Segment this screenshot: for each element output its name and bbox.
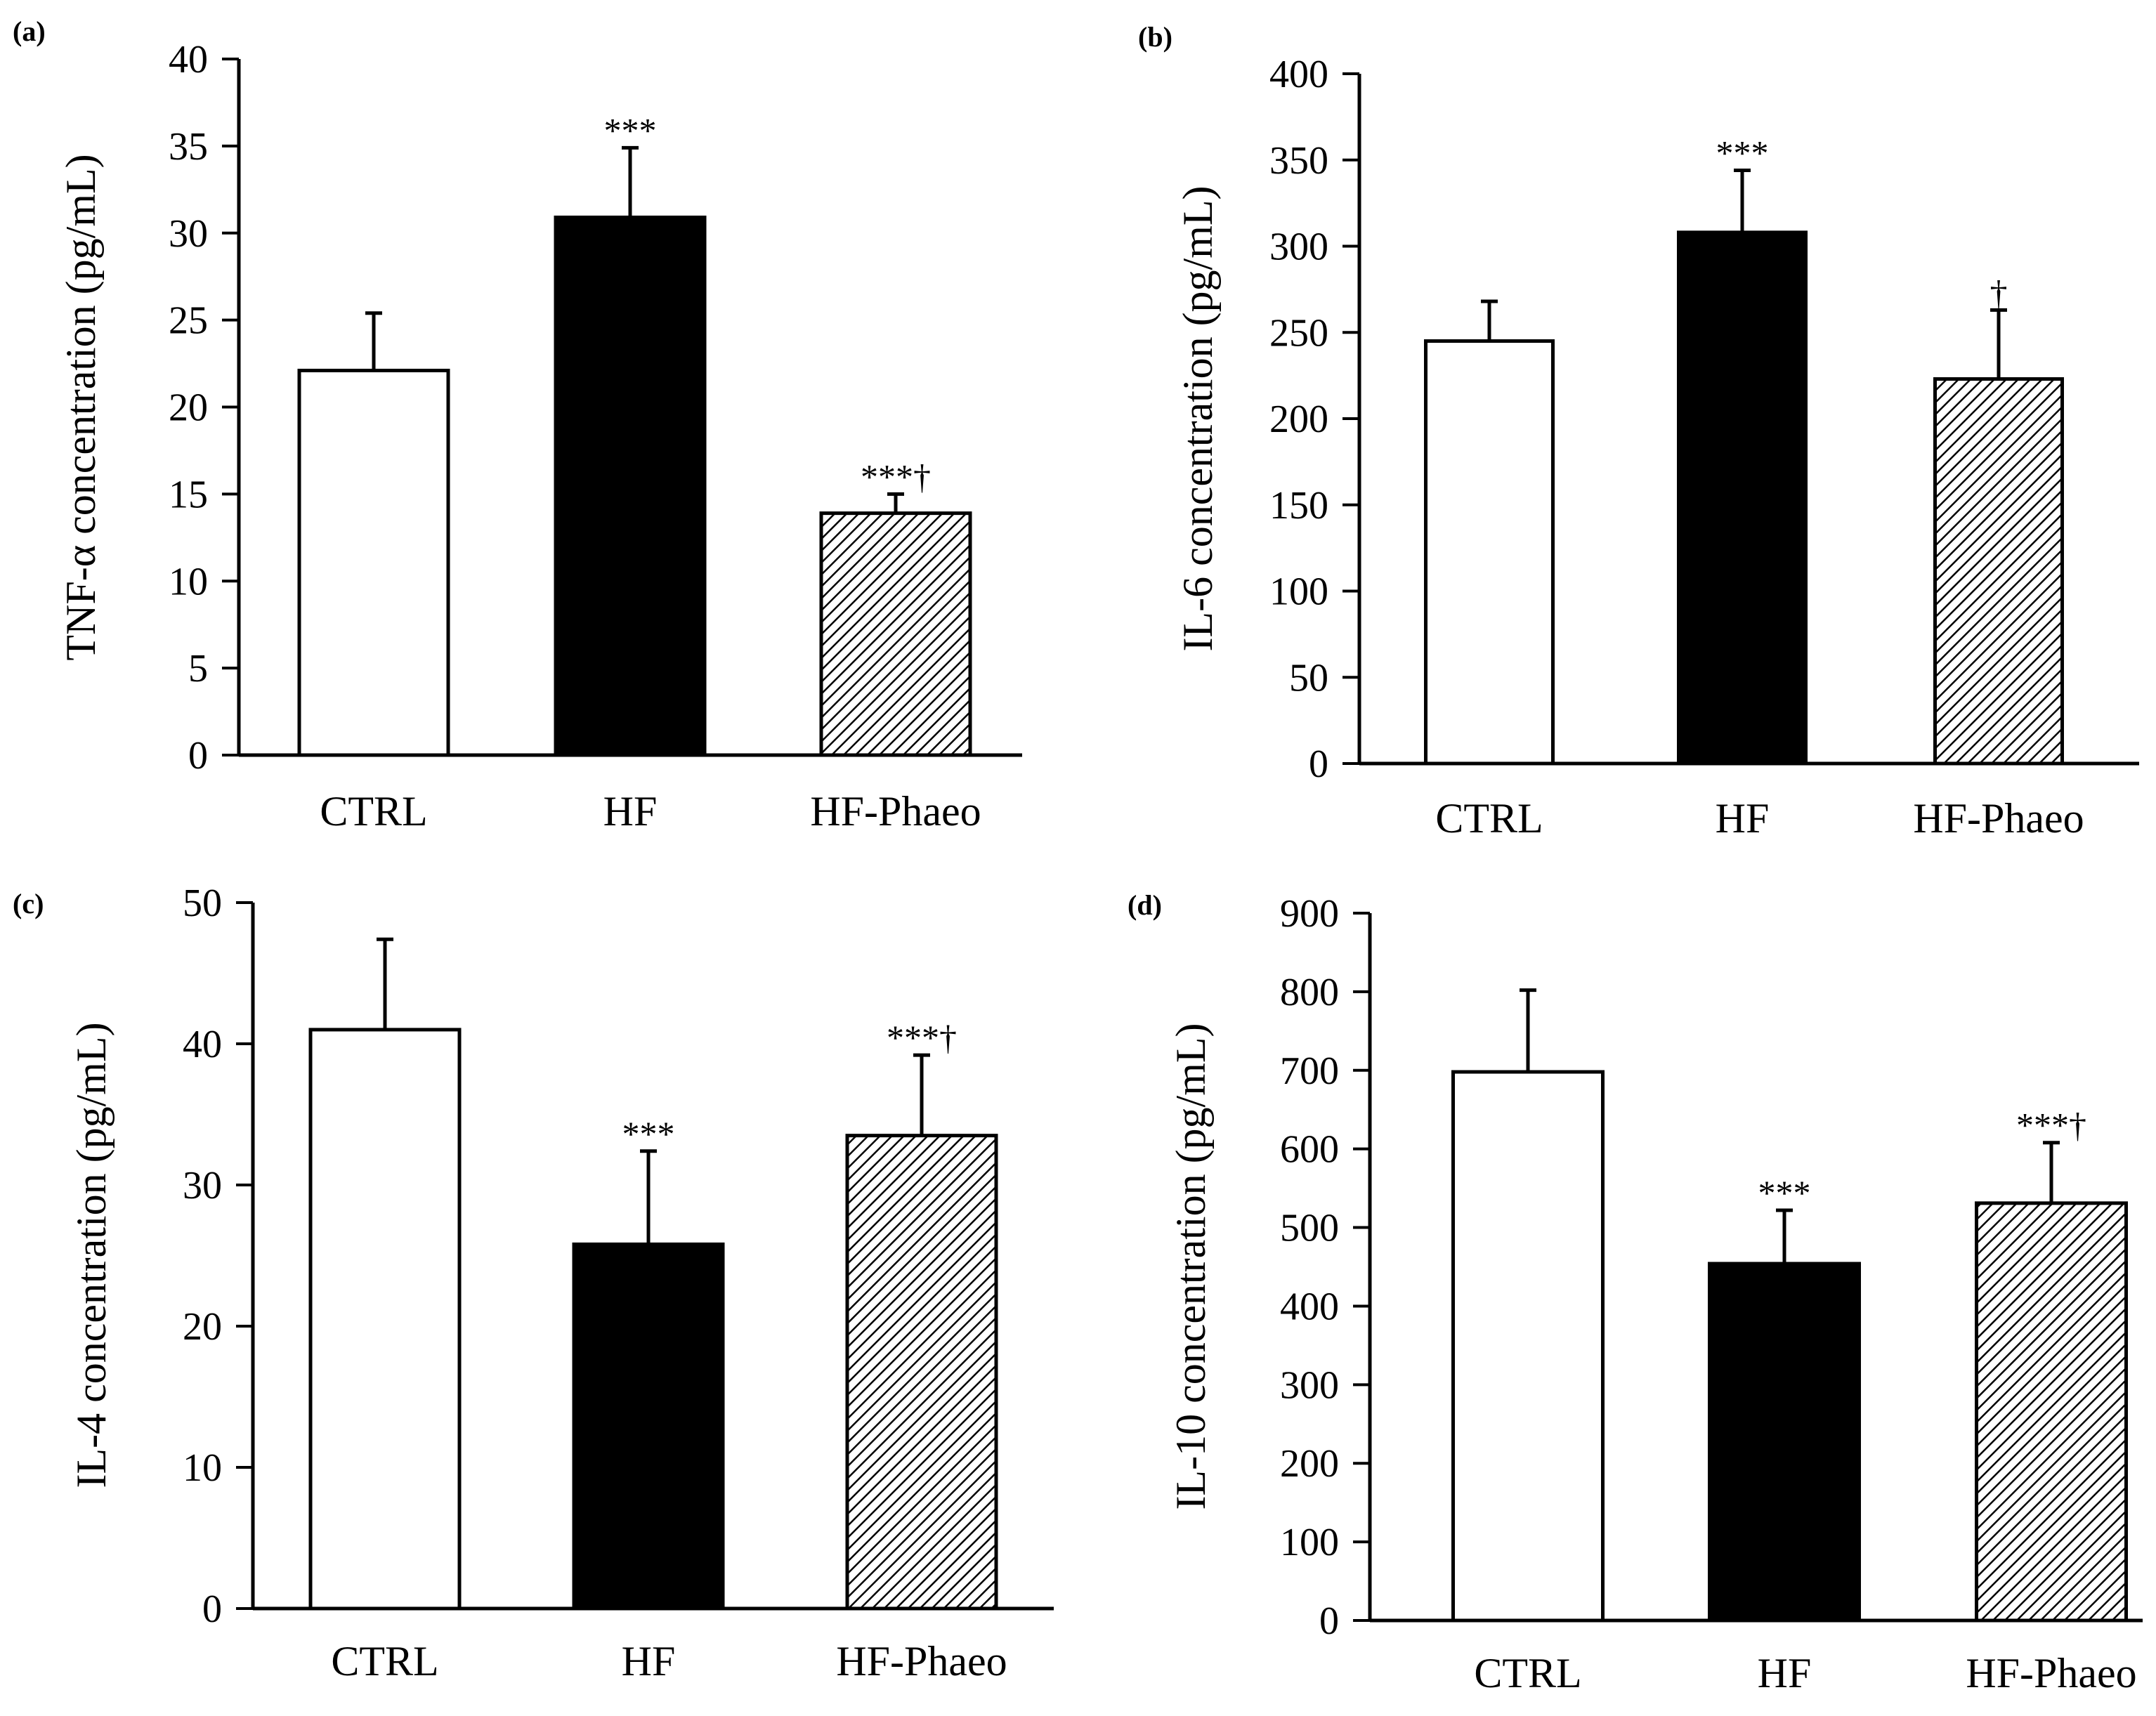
y-tick-label: 300 xyxy=(1269,225,1328,269)
y-tick-label: 20 xyxy=(169,386,208,430)
y-tick-label: 100 xyxy=(1280,1521,1339,1564)
y-tick-label: 25 xyxy=(169,299,208,343)
y-tick-label: 10 xyxy=(183,1446,222,1490)
y-tick-label: 50 xyxy=(183,882,222,925)
chart-panel-4: (d) IL-10 concentration (pg/mL) CTRL *** HF *… xyxy=(1128,889,2143,1696)
x-tick-label: CTRL xyxy=(1474,1650,1581,1696)
bar-ctrl xyxy=(297,368,450,757)
y-tick-label: 0 xyxy=(1319,1599,1339,1643)
y-tick-label: 200 xyxy=(1269,398,1328,441)
bar-hf xyxy=(572,1242,725,1611)
chart-panel-3: (c) IL-4 concentration (pg/mL) CTRL *** HF **… xyxy=(13,882,1054,1684)
y-tick-label: 150 xyxy=(1269,484,1328,528)
y-tick-label: 200 xyxy=(1280,1442,1339,1486)
panel-label: (a) xyxy=(13,15,46,47)
bar-ctrl xyxy=(308,1028,462,1611)
y-tick-label: 30 xyxy=(183,1164,222,1207)
bar-hf-phaeo xyxy=(1933,377,2064,766)
x-tick-label: CTRL xyxy=(320,788,427,834)
x-tick-label: CTRL xyxy=(331,1638,438,1684)
y-tick-label: 600 xyxy=(1280,1128,1339,1172)
y-tick-label: 250 xyxy=(1269,311,1328,355)
significance-label: ***† xyxy=(2016,1106,2086,1145)
x-tick-label: HF xyxy=(1716,795,1770,841)
y-tick-label: 100 xyxy=(1269,570,1328,614)
bar-hf-phaeo xyxy=(819,511,972,757)
y-tick-label: 35 xyxy=(169,125,208,169)
y-tick-label: 0 xyxy=(202,1587,222,1631)
bar-hf-phaeo xyxy=(845,1134,998,1611)
y-tick-label: 300 xyxy=(1280,1363,1339,1407)
y-axis-title: TNF-α concentration (pg/mL) xyxy=(58,154,104,660)
y-tick-label: 800 xyxy=(1280,971,1339,1014)
significance-label: † xyxy=(1990,273,2008,312)
y-axis-title: IL-4 concentration (pg/mL) xyxy=(68,1022,115,1488)
x-tick-label: HF xyxy=(1758,1650,1812,1696)
significance-label: ***† xyxy=(887,1018,957,1057)
y-tick-label: 15 xyxy=(169,473,208,516)
chart-panel-2: (b) IL-6 concentration (pg/mL) CTRL *** HF † H… xyxy=(1138,21,2139,841)
y-tick-label: 40 xyxy=(183,1023,222,1066)
y-tick-label: 0 xyxy=(188,734,208,778)
x-tick-label: HF-Phaeo xyxy=(810,788,981,834)
x-tick-label: CTRL xyxy=(1435,795,1543,841)
significance-label: *** xyxy=(604,110,657,150)
y-tick-label: 10 xyxy=(169,560,208,603)
y-tick-label: 5 xyxy=(188,647,208,690)
y-tick-label: 400 xyxy=(1280,1285,1339,1328)
significance-label: *** xyxy=(622,1114,675,1153)
x-tick-label: HF xyxy=(603,788,658,834)
y-tick-label: 350 xyxy=(1269,139,1328,183)
x-tick-label: HF xyxy=(622,1638,676,1684)
y-tick-label: 50 xyxy=(1289,656,1328,700)
panel-label: (d) xyxy=(1128,889,1162,921)
significance-label: ***† xyxy=(861,457,931,496)
bar-ctrl xyxy=(1424,339,1555,766)
y-axis-title: IL-6 concentration (pg/mL) xyxy=(1175,185,1221,651)
chart-panel-1: (a) TNF-α concentration (pg/mL) CTRL *** HF *… xyxy=(13,15,1022,834)
y-tick-label: 0 xyxy=(1309,742,1328,786)
bar-ctrl xyxy=(1451,1070,1605,1623)
y-tick-label: 700 xyxy=(1280,1049,1339,1093)
y-tick-label: 900 xyxy=(1280,892,1339,936)
y-tick-label: 500 xyxy=(1280,1207,1339,1250)
y-tick-label: 40 xyxy=(169,38,208,81)
panel-label: (c) xyxy=(13,888,44,919)
x-tick-label: HF-Phaeo xyxy=(836,1638,1007,1684)
x-tick-label: HF-Phaeo xyxy=(1966,1650,2136,1696)
y-tick-label: 30 xyxy=(169,212,208,256)
panel-label: (b) xyxy=(1138,21,1172,53)
bar-hf xyxy=(554,215,707,757)
y-axis-title: IL-10 concentration (pg/mL) xyxy=(1168,1023,1214,1509)
bar-hf xyxy=(1708,1262,1861,1623)
significance-label: *** xyxy=(1758,1173,1811,1212)
significance-label: *** xyxy=(1716,133,1769,172)
bar-hf xyxy=(1677,230,1808,766)
x-tick-label: HF-Phaeo xyxy=(1913,795,2084,841)
y-tick-label: 20 xyxy=(183,1305,222,1349)
bar-hf-phaeo xyxy=(1975,1201,2128,1623)
y-tick-label: 400 xyxy=(1269,53,1328,96)
